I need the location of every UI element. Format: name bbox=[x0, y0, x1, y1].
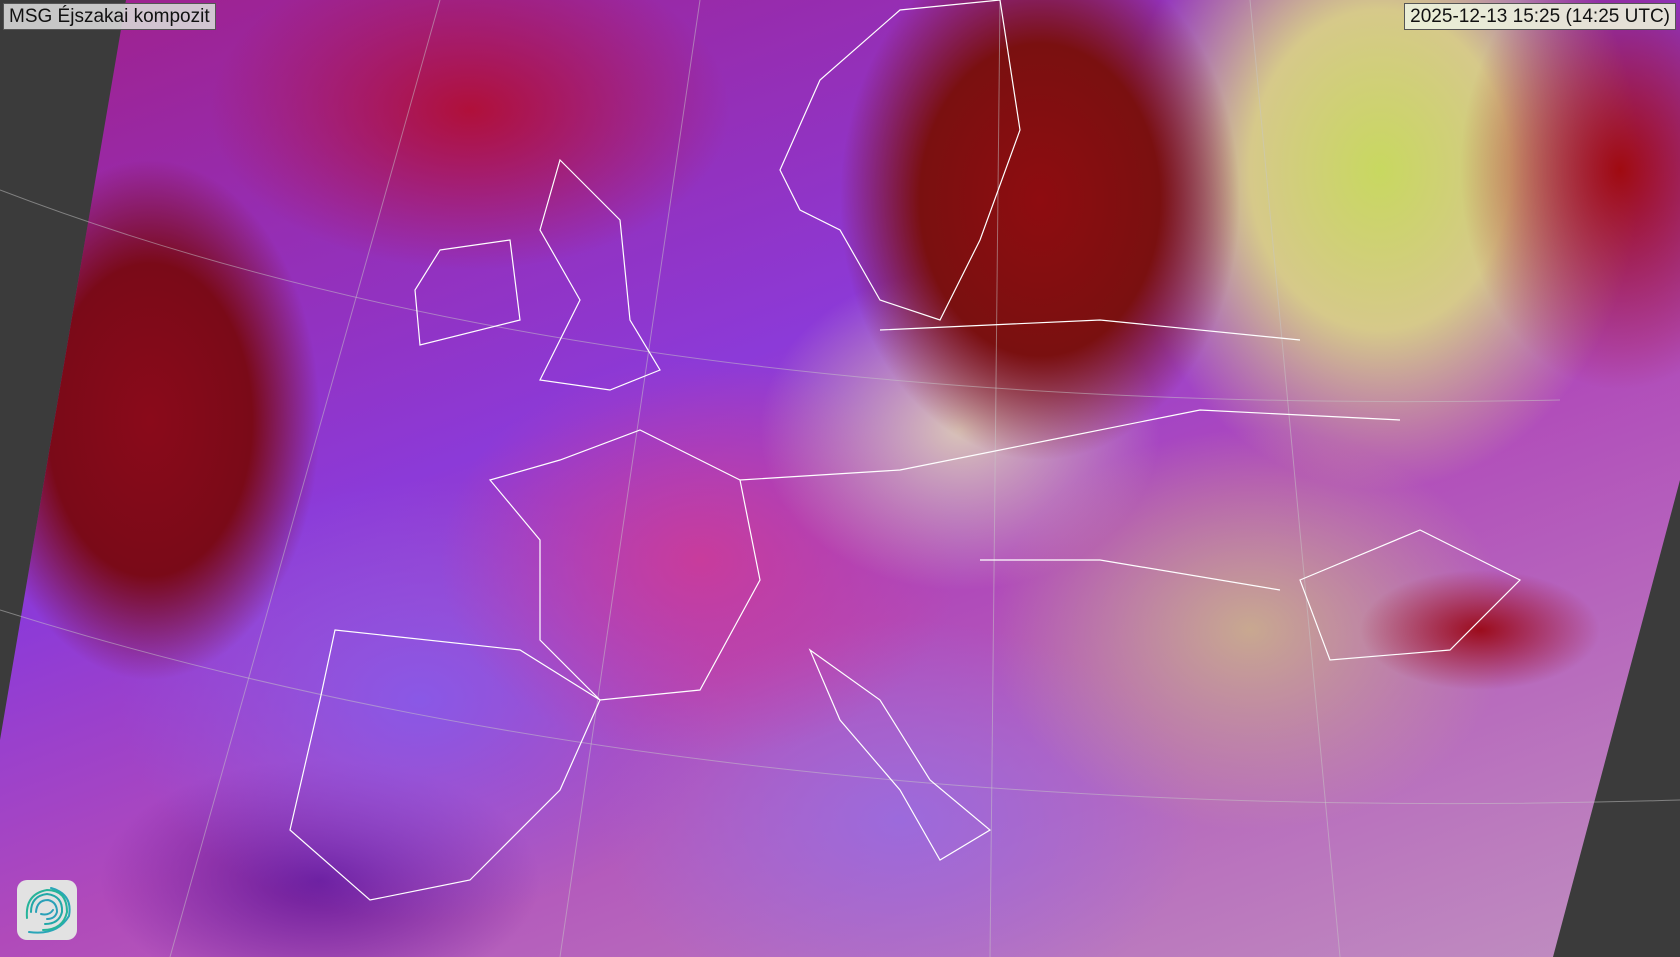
border-line bbox=[980, 559, 1281, 591]
graticule-line bbox=[559, 0, 701, 957]
border-line bbox=[739, 409, 1401, 481]
coastline-scandinavia bbox=[779, 0, 1021, 321]
spiral-logo-icon bbox=[17, 880, 77, 940]
product-title: MSG Éjszakai kompozit bbox=[3, 3, 216, 30]
graticule-line bbox=[169, 0, 441, 957]
coastline-iberia bbox=[289, 629, 601, 901]
coastline-france bbox=[488, 429, 761, 701]
graticule-line bbox=[989, 0, 1001, 957]
coastline-ireland bbox=[414, 239, 521, 346]
coastline-italy bbox=[808, 648, 992, 861]
graticule-line bbox=[0, 609, 1680, 805]
timestamp-label: 2025-12-13 15:25 (14:25 UTC) bbox=[1404, 3, 1676, 30]
coastline-black-sea bbox=[1299, 529, 1522, 661]
coastline-britain bbox=[539, 158, 661, 391]
graticule-line bbox=[1249, 0, 1341, 957]
border-line bbox=[879, 319, 1301, 341]
graticule-line bbox=[0, 189, 1561, 403]
